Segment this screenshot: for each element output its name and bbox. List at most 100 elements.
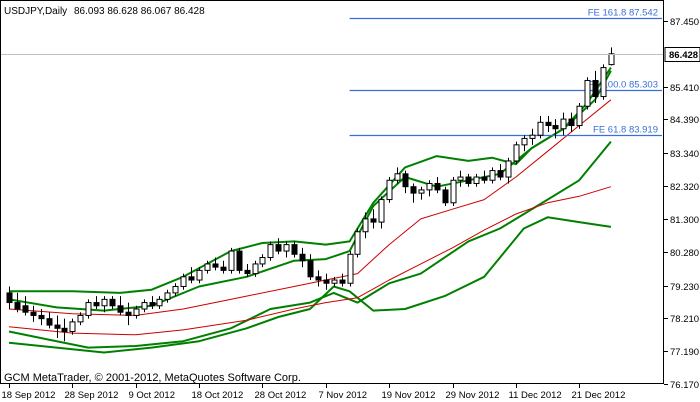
candle-body-bull bbox=[77, 314, 84, 323]
candle bbox=[164, 289, 171, 303]
candle-body-bear bbox=[117, 305, 124, 313]
candle-body-bear bbox=[275, 244, 282, 252]
y-tick-label: 87.450 bbox=[670, 17, 699, 28]
candle bbox=[323, 273, 330, 290]
candle-body-bull bbox=[537, 121, 544, 136]
candle-body-bear bbox=[434, 182, 441, 191]
candle bbox=[14, 292, 21, 313]
candle bbox=[442, 186, 449, 207]
candle bbox=[180, 273, 187, 290]
y-tick-label: 78.210 bbox=[670, 314, 699, 325]
candle-body-bull bbox=[576, 105, 583, 127]
x-tick-label: 21 Dec 2012 bbox=[572, 390, 626, 401]
candle-body-bear bbox=[465, 176, 472, 184]
candle bbox=[204, 260, 211, 274]
candle-body-bear bbox=[592, 79, 599, 98]
candle-body-bull bbox=[473, 176, 480, 184]
y-tick-label: 79.230 bbox=[670, 282, 699, 293]
candle bbox=[196, 267, 203, 284]
overlay-line-5 bbox=[8, 186, 612, 336]
candle-body-bull bbox=[164, 292, 171, 300]
candle-body-bull bbox=[69, 321, 76, 333]
candle bbox=[584, 77, 591, 110]
candle-body-bear bbox=[220, 266, 227, 271]
candle bbox=[172, 283, 179, 297]
candle bbox=[22, 296, 29, 316]
candle-body-bear bbox=[109, 298, 116, 307]
candle bbox=[608, 47, 615, 66]
overlay-line-2 bbox=[8, 140, 612, 349]
candle-body-bear bbox=[22, 305, 29, 313]
candle-body-bull bbox=[228, 250, 235, 271]
candle bbox=[46, 312, 53, 329]
y-tick-label: 80.280 bbox=[670, 248, 699, 259]
x-tick-label: 28 Oct 2012 bbox=[255, 390, 307, 401]
candle bbox=[600, 64, 607, 100]
fib-level-label-0: FE 161.8 87.542 bbox=[588, 8, 658, 19]
candle-body-bull bbox=[529, 134, 536, 139]
candle-body-bull bbox=[204, 263, 211, 271]
candle-body-bull bbox=[196, 269, 203, 281]
candle-body-bear bbox=[244, 269, 251, 275]
indicator-overlays bbox=[8, 67, 612, 354]
x-tick-label: 7 Nov 2012 bbox=[319, 390, 368, 401]
candle-body-bull bbox=[386, 179, 393, 201]
candle-body-bear bbox=[188, 276, 195, 281]
candle bbox=[252, 260, 259, 277]
candle bbox=[283, 241, 290, 258]
candle bbox=[259, 254, 266, 268]
x-tick-label: 11 Dec 2012 bbox=[509, 390, 562, 401]
candle bbox=[133, 305, 140, 319]
candle bbox=[149, 296, 156, 310]
candle-body-bear bbox=[339, 279, 346, 284]
candle bbox=[275, 238, 282, 255]
candle bbox=[117, 296, 124, 316]
candle-body-bull bbox=[180, 276, 187, 287]
candle bbox=[521, 135, 528, 152]
candle bbox=[6, 286, 13, 310]
candle bbox=[537, 115, 544, 139]
ohlc-header: 86.093 86.628 86.067 86.428 bbox=[74, 6, 205, 17]
candle-body-bear bbox=[299, 253, 306, 262]
candle-body-bear bbox=[291, 244, 298, 255]
x-tick-label: 19 Nov 2012 bbox=[382, 390, 436, 401]
candle bbox=[434, 177, 441, 194]
candle-body-bear bbox=[552, 125, 559, 130]
candle bbox=[307, 254, 314, 281]
overlay-line-3 bbox=[8, 216, 612, 354]
candle-body-bull bbox=[584, 79, 591, 107]
candle bbox=[568, 112, 575, 132]
candle bbox=[212, 257, 219, 271]
candle-body-bear bbox=[307, 260, 314, 278]
candles bbox=[6, 47, 615, 342]
candle bbox=[552, 119, 559, 139]
candle bbox=[30, 305, 37, 322]
candle-body-bear bbox=[38, 314, 45, 320]
y-tick-label: 76.170 bbox=[670, 380, 699, 391]
y-tick-label: 84.390 bbox=[670, 115, 699, 126]
candle bbox=[220, 260, 227, 274]
candle-body-bear bbox=[212, 263, 219, 268]
candle-body-bull bbox=[172, 285, 179, 294]
candle bbox=[457, 170, 464, 187]
candle bbox=[101, 296, 108, 313]
candle-body-bull bbox=[513, 144, 520, 162]
y-tick-label: 83.340 bbox=[670, 149, 699, 160]
x-tick-label: 18 Oct 2012 bbox=[192, 390, 244, 401]
candle-body-bull bbox=[259, 257, 266, 265]
candle-body-bull bbox=[283, 244, 290, 252]
candle bbox=[513, 141, 520, 165]
candle bbox=[69, 318, 76, 335]
candle-body-bull bbox=[450, 179, 457, 204]
candle-body-bear bbox=[323, 279, 330, 284]
candle-body-bull bbox=[141, 302, 148, 310]
candle-body-bull bbox=[489, 170, 496, 181]
candle-body-bull bbox=[608, 53, 615, 66]
candle-body-bear bbox=[442, 189, 449, 204]
candle bbox=[54, 315, 61, 338]
candle bbox=[489, 167, 496, 184]
candle-body-bull bbox=[252, 263, 259, 275]
symbol-header: USDJPY,Daily bbox=[4, 6, 67, 17]
candle bbox=[576, 103, 583, 129]
